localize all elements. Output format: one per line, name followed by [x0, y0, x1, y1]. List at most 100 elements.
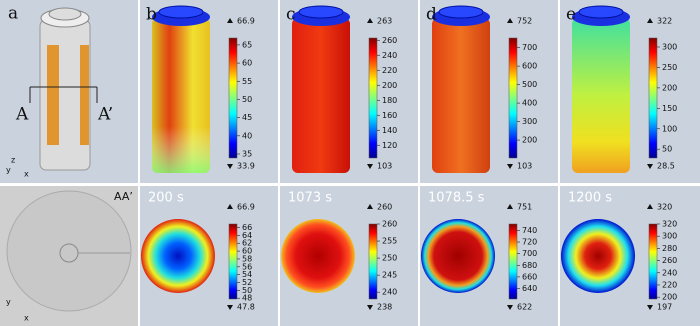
- colorbar-tick-label: 400: [522, 99, 537, 108]
- colorbar-tick-label: 35: [242, 150, 252, 159]
- colorbar-tick-label: 200: [662, 293, 677, 302]
- colorbar-tick-label: 200: [662, 83, 677, 92]
- max-marker: [367, 204, 373, 209]
- min-label: 238: [377, 303, 392, 312]
- colorbar-tick-label: 660: [522, 272, 537, 281]
- colorbar-tick-label: 55: [242, 77, 252, 86]
- colorbar: [648, 37, 658, 159]
- max-marker: [227, 204, 233, 209]
- colorbar-tick-label: 260: [382, 220, 397, 229]
- colorbar-tick-label: 150: [662, 104, 677, 113]
- colorbar-tick-label: 700: [522, 43, 537, 52]
- colorbar-tick-label: 160: [382, 111, 397, 120]
- max-label: 320: [657, 203, 672, 212]
- min-marker: [647, 305, 653, 310]
- min-marker: [227, 164, 233, 169]
- min-marker: [367, 164, 373, 169]
- min-label: 28.5: [657, 162, 675, 171]
- colorbar-tick-label: 200: [382, 81, 397, 90]
- colorbar-tick-label: 65: [242, 40, 252, 49]
- colorbar-tick-label: 100: [662, 124, 677, 133]
- cylinder: [292, 18, 350, 173]
- colorbar-tick-label: 52: [242, 278, 252, 287]
- time-label: 1073 s: [288, 191, 332, 206]
- colorbar-tick-label: 40: [242, 131, 252, 140]
- colorbar-tick-label: 180: [382, 96, 397, 105]
- colorbar-tick-label: 255: [382, 237, 397, 246]
- cylinder: [572, 18, 630, 173]
- min-label: 33.9: [237, 162, 255, 171]
- min-label: 103: [377, 162, 392, 171]
- cross-section: [281, 219, 355, 293]
- colorbar-tick-label: 58: [242, 254, 252, 263]
- cross-section: [561, 219, 635, 293]
- section-label: A: [15, 105, 29, 125]
- max-marker: [507, 204, 513, 209]
- time-label: 1078.5 s: [428, 191, 485, 206]
- max-label: 322: [657, 17, 672, 26]
- cylinder-cap-top: [158, 5, 204, 19]
- min-marker: [507, 164, 513, 169]
- colorbar-tick-label: 220: [662, 280, 677, 289]
- min-label: 47.8: [237, 303, 255, 312]
- colorbar-tick-label: 56: [242, 262, 252, 271]
- colorbar-tick-label: 120: [382, 141, 397, 150]
- max-label: 260: [377, 203, 392, 212]
- colorbar: [508, 223, 518, 300]
- axis-label: x: [24, 170, 29, 179]
- max-label: 752: [517, 17, 532, 26]
- cylinder-cap-top: [578, 5, 624, 19]
- min-marker: [367, 305, 373, 310]
- colorbar-tick-label: 260: [662, 256, 677, 265]
- panel-label: d: [426, 5, 437, 25]
- colorbar: [368, 223, 378, 300]
- colorbar-tick-label: 280: [662, 244, 677, 253]
- colorbar-tick-label: 300: [522, 117, 537, 126]
- section-label: A’: [97, 105, 113, 125]
- min-label: 622: [517, 303, 532, 312]
- min-marker: [507, 305, 513, 310]
- colorbar: [648, 223, 658, 300]
- axis-label: x: [24, 314, 29, 323]
- colorbar-tick-label: 50: [242, 286, 252, 295]
- colorbar-tick-label: 45: [242, 113, 252, 122]
- time-label: 1200 s: [568, 191, 612, 206]
- colorbar-tick-label: 260: [382, 36, 397, 45]
- colorbar-tick-label: 245: [382, 271, 397, 280]
- section-label: AA’: [114, 190, 133, 203]
- colorbar-tick-label: 740: [522, 226, 537, 235]
- colorbar-tick-label: 320: [662, 220, 677, 229]
- panel-label: a: [8, 4, 18, 24]
- colorbar-tick-label: 600: [522, 62, 537, 71]
- cylinder-cap-top: [438, 5, 484, 19]
- min-marker: [647, 164, 653, 169]
- cylinder: [432, 18, 490, 173]
- colorbar-tick-label: 300: [662, 232, 677, 241]
- colorbar-tick-label: 54: [242, 270, 252, 279]
- colorbar-tick-label: 300: [662, 42, 677, 51]
- colorbar: [228, 223, 238, 300]
- colorbar-tick-label: 64: [242, 231, 252, 240]
- colorbar-tick-label: 50: [662, 145, 672, 154]
- colorbar-tick-label: 700: [522, 249, 537, 258]
- colorbar-tick-label: 60: [242, 59, 252, 68]
- cylinder-shade: [152, 18, 210, 173]
- min-label: 197: [657, 303, 672, 312]
- max-label: 66.9: [237, 17, 255, 26]
- colorbar-tick-label: 240: [382, 51, 397, 60]
- colorbar-tick-label: 240: [662, 268, 677, 277]
- battery-model: [6, 7, 132, 312]
- colorbar-tick-label: 250: [382, 254, 397, 263]
- colorbar-tick-label: 48: [242, 294, 252, 303]
- colorbar-tick-label: 140: [382, 126, 397, 135]
- max-marker: [507, 18, 513, 23]
- colorbar-tick-label: 66: [242, 223, 252, 232]
- colorbar: [368, 37, 378, 159]
- colorbar: [228, 37, 238, 159]
- colorbar-tick-label: 220: [382, 66, 397, 75]
- cross-section: [421, 219, 495, 293]
- panel-label: e: [566, 5, 576, 25]
- colorbar-tick-label: 50: [242, 95, 252, 104]
- cylinder-cap-top: [298, 5, 344, 19]
